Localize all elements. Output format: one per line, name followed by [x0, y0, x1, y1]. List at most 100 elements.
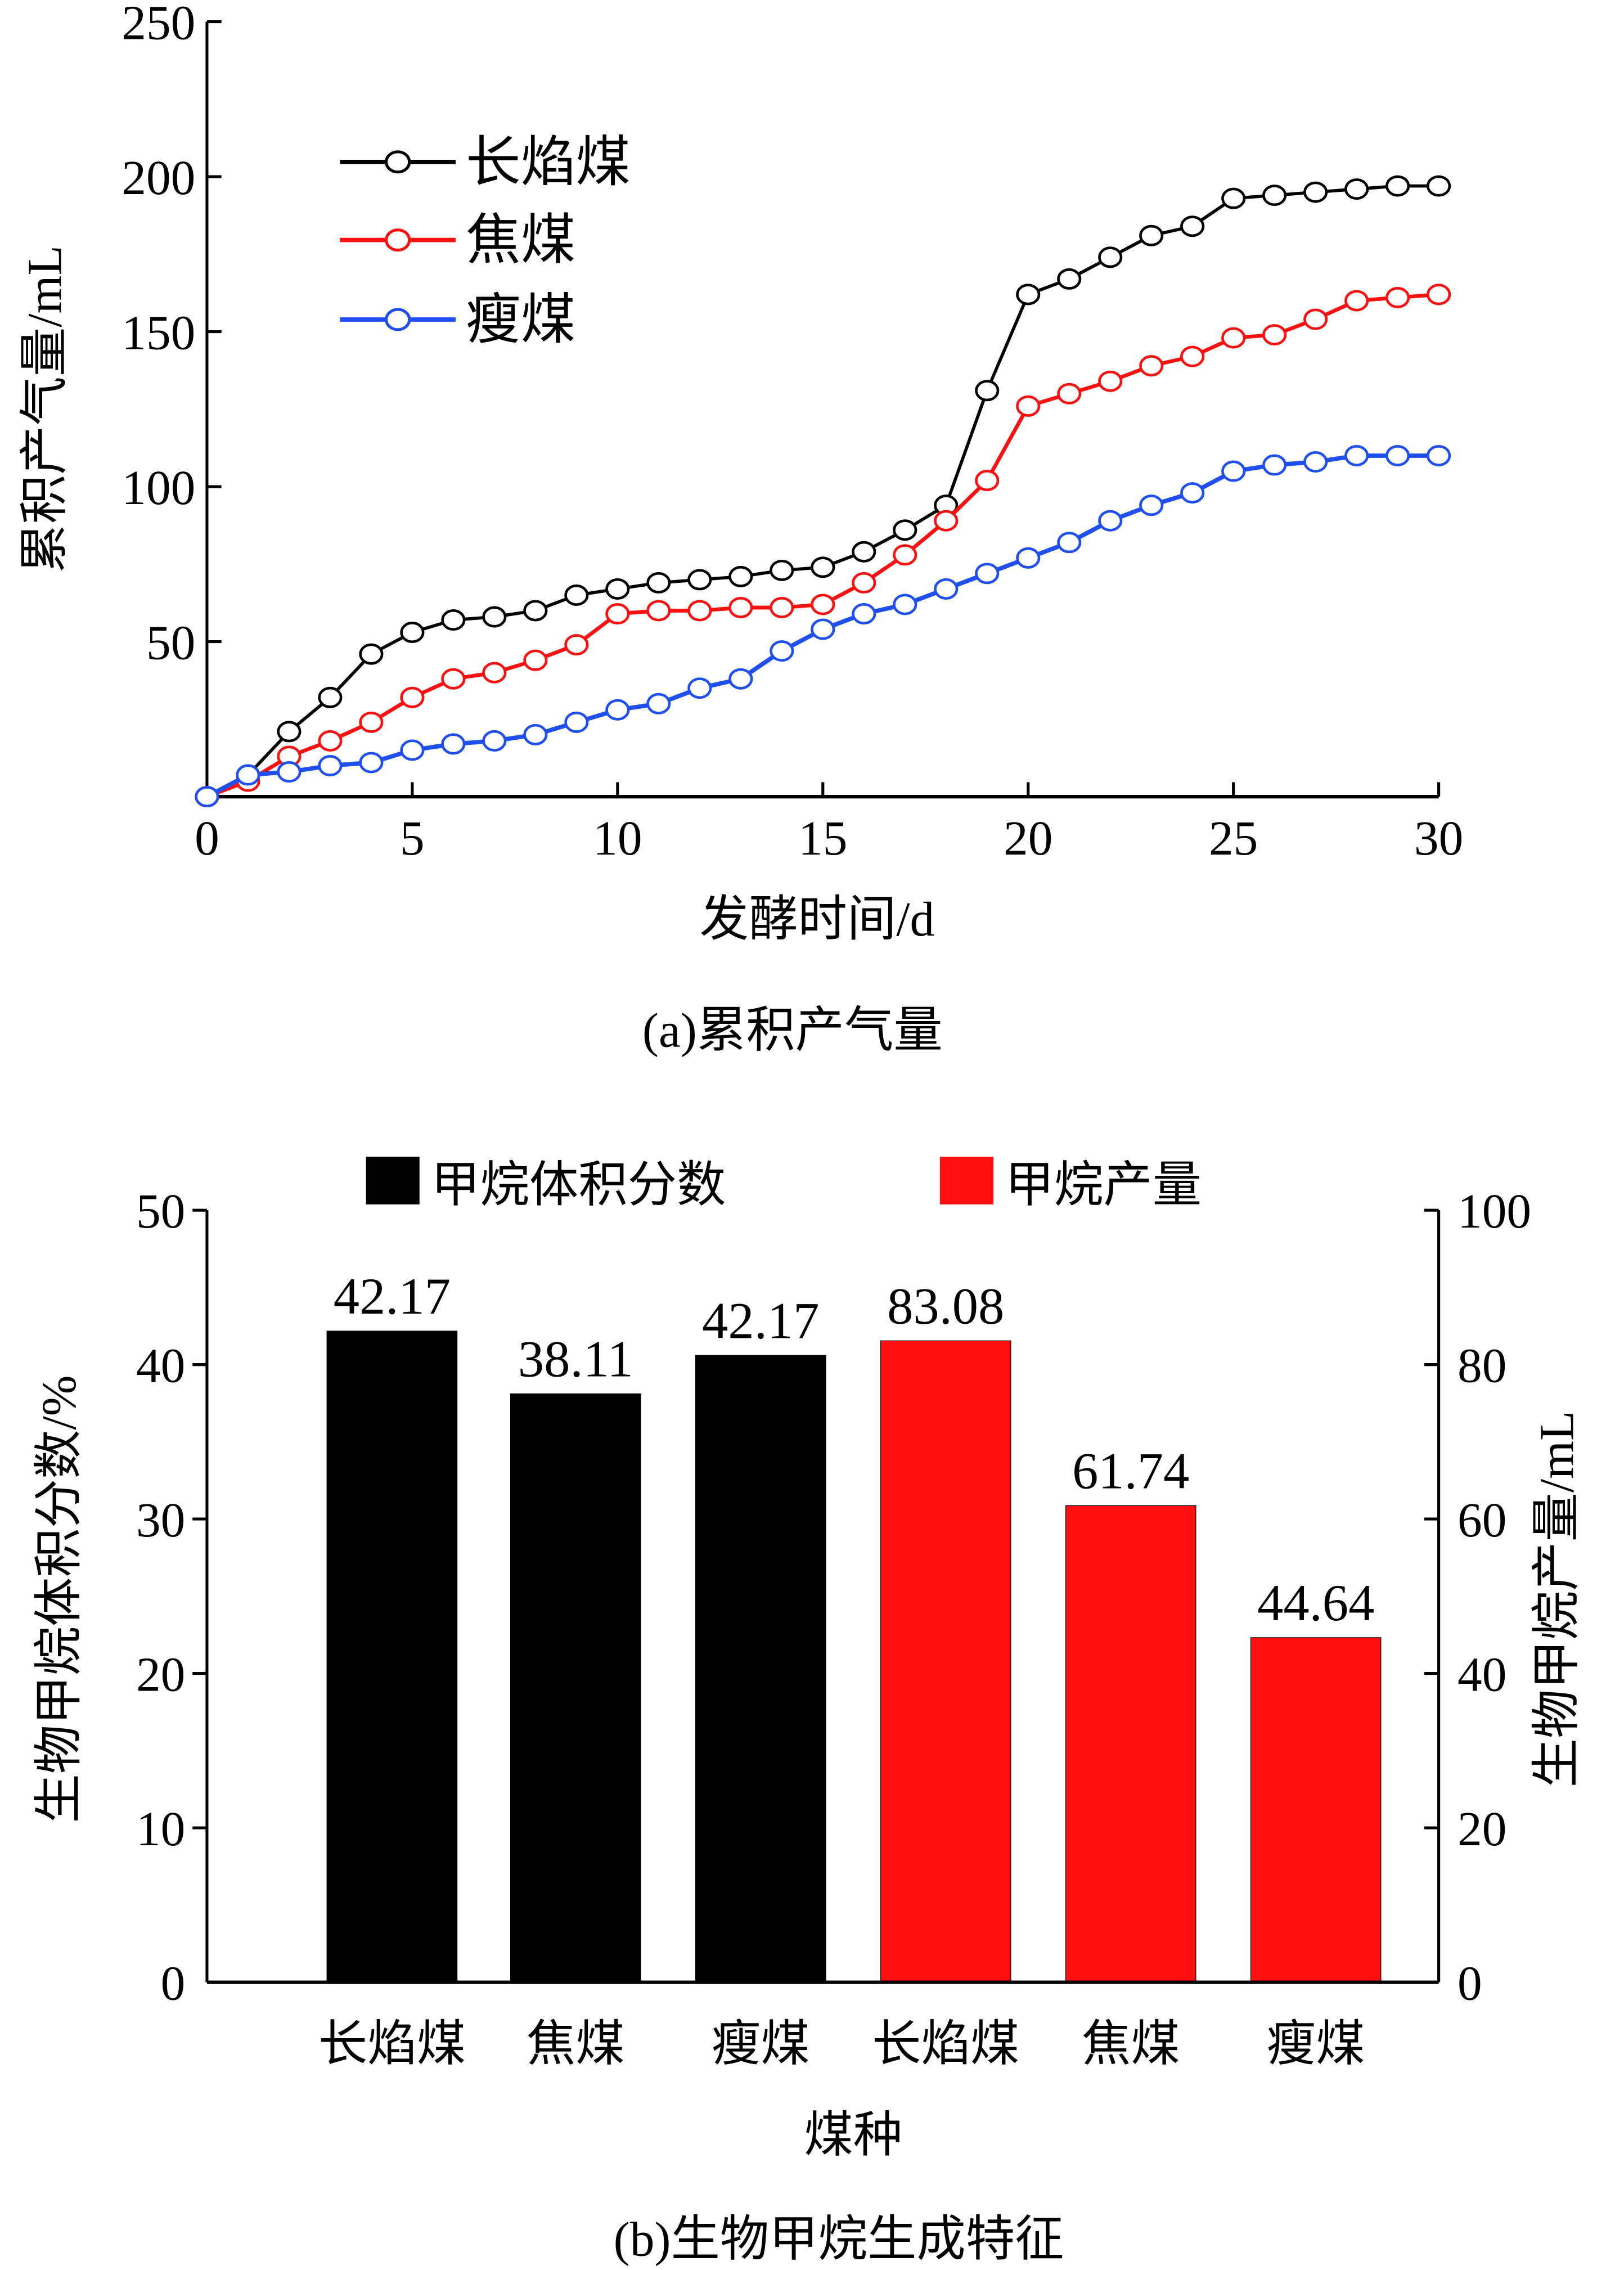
data-point	[1262, 454, 1287, 476]
data-point	[1385, 175, 1410, 197]
x-tick-label: 5	[400, 811, 425, 865]
data-point	[1180, 482, 1205, 504]
legend-swatch-volume-fraction	[366, 1157, 420, 1204]
series-0	[195, 175, 1451, 808]
bar-value-label: 61.74	[1072, 1442, 1189, 1500]
data-point	[1221, 327, 1246, 349]
data-point	[1303, 451, 1328, 473]
category-label: 焦煤	[1082, 2016, 1180, 2071]
data-point	[687, 569, 712, 591]
right-y-tick-label: 20	[1457, 1801, 1506, 1856]
data-point	[564, 584, 589, 606]
data-point	[811, 556, 835, 578]
left-y-tick-label: 10	[136, 1801, 185, 1856]
y-axis-label: 累积产气量/mL	[17, 245, 71, 573]
data-point	[1262, 324, 1287, 346]
data-point	[893, 544, 917, 566]
data-point	[1303, 181, 1328, 203]
category-label: 长焰煤	[872, 2016, 1019, 2071]
data-point	[1057, 268, 1082, 290]
series-2	[195, 444, 1451, 808]
series-1	[195, 284, 1451, 808]
data-point	[523, 649, 548, 671]
data-point	[400, 622, 425, 644]
data-point	[893, 594, 917, 615]
data-point	[975, 380, 1000, 402]
data-point	[564, 711, 589, 733]
data-point	[605, 699, 630, 721]
left-y-tick-label: 20	[136, 1647, 185, 1701]
data-point	[359, 711, 384, 733]
data-point	[318, 730, 343, 752]
caption-a: (a)累积产气量	[642, 1003, 943, 1058]
left-y-tick-label: 40	[136, 1338, 185, 1392]
series-line	[206, 184, 1439, 798]
data-point	[1385, 444, 1410, 466]
data-point	[195, 786, 219, 808]
data-point	[646, 600, 671, 622]
y-tick-label: 150	[122, 305, 195, 359]
data-point	[1139, 355, 1164, 377]
data-point	[1303, 308, 1328, 330]
data-point	[1139, 224, 1164, 246]
data-point	[852, 603, 876, 625]
bar	[1250, 1637, 1382, 1983]
data-point	[441, 733, 466, 755]
left-y-axis-label: 生物甲烷体积分数/%	[32, 1375, 86, 1823]
data-point	[236, 764, 260, 786]
right-y-tick-label: 40	[1457, 1647, 1506, 1701]
data-point	[770, 596, 794, 619]
x-axis-label: 煤种	[804, 2107, 902, 2162]
bar-chart: 42.17 38.11 42.17 83.08 61.74 44.64 0 10 20 30 40…	[32, 1157, 1584, 2266]
legend-label: 长焰煤	[466, 132, 631, 193]
data-point	[1016, 395, 1041, 417]
data-point	[1180, 345, 1205, 367]
legend-label-yield: 甲烷产量	[1005, 1158, 1202, 1212]
y-tick-label: 100	[122, 460, 195, 515]
right-y-tick-label: 100	[1457, 1184, 1531, 1238]
data-point	[811, 594, 835, 615]
data-point	[1427, 444, 1451, 466]
left-y-tick-label: 50	[136, 1184, 185, 1238]
data-point	[1344, 178, 1369, 200]
data-point	[687, 600, 712, 622]
right-y-ticks: 0 20 40 60 80 100	[1424, 1184, 1531, 2010]
category-label: 瘦煤	[1267, 2016, 1365, 2071]
bar-value-label: 38.11	[518, 1331, 633, 1388]
bar	[880, 1340, 1011, 1983]
data-point	[482, 730, 507, 752]
data-point	[318, 754, 343, 777]
right-y-axis-label: 生物甲烷产量/mL	[1529, 1411, 1584, 1788]
bar	[326, 1330, 458, 1983]
bar-value-label: 42.17	[702, 1292, 819, 1350]
legend-swatch-yield	[939, 1157, 994, 1204]
legend-marker	[385, 228, 411, 252]
caption-b: (b)生物甲烷生成特征	[614, 2211, 1064, 2266]
bar-value-label: 83.08	[887, 1278, 1004, 1336]
data-point	[770, 640, 794, 662]
category-labels: 长焰煤 焦煤 瘦煤 长焰煤 焦煤 瘦煤	[318, 2016, 1365, 2071]
data-point	[482, 662, 507, 684]
data-point	[646, 693, 671, 714]
x-ticks: 0 5 10 15 20 25 30	[195, 782, 1463, 865]
data-point	[1098, 370, 1123, 392]
data-point	[359, 752, 384, 774]
data-point	[1016, 284, 1041, 305]
data-point	[852, 572, 876, 594]
data-point	[975, 470, 1000, 492]
data-point	[605, 578, 630, 600]
data-point	[523, 723, 548, 745]
data-point	[1139, 495, 1164, 516]
data-point	[400, 686, 425, 708]
legend-label: 瘦煤	[466, 290, 575, 350]
data-point	[482, 606, 507, 628]
data-point	[811, 618, 835, 640]
right-y-tick-label: 60	[1457, 1493, 1506, 1547]
bar	[1065, 1505, 1196, 1983]
legend-marker	[385, 308, 411, 331]
legend: 甲烷体积分数 甲烷产量	[366, 1157, 1202, 1212]
left-y-tick-label: 30	[136, 1493, 185, 1547]
right-y-tick-label: 0	[1457, 1956, 1482, 2010]
